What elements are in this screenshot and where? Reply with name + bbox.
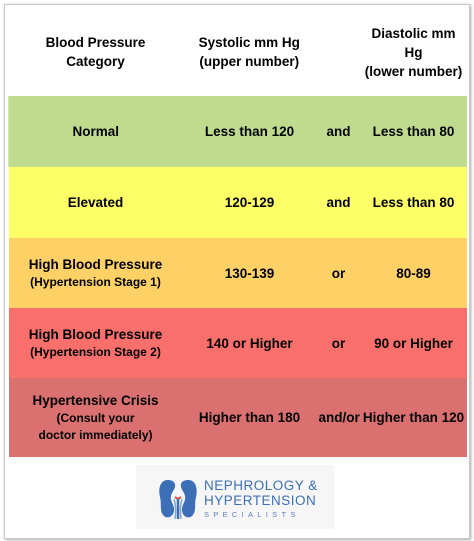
header-connector — [316, 8, 361, 96]
logo-line-3: SPECIALISTS — [204, 510, 300, 519]
clinic-logo: NEPHROLOGY & HYPERTENSION SPECIALISTS — [136, 465, 334, 529]
header-category-line2: Category — [66, 54, 125, 69]
systolic-cell: 130-139 — [182, 238, 317, 308]
header-diastolic: Diastolic mm Hg (lower number) — [360, 8, 467, 96]
category-cell: Normal — [8, 96, 183, 167]
category-sublabel-line2: doctor immediately) — [38, 428, 153, 442]
header-systolic-line1: Systolic mm Hg — [198, 35, 300, 50]
table-row-hypertension-stage-2: High Blood Pressure (Hypertension Stage … — [8, 308, 467, 378]
connector-cell: or — [316, 308, 361, 378]
connector-cell: and — [316, 167, 361, 238]
table-row-normal: Normal Less than 120 and Less than 80 — [8, 96, 467, 167]
systolic-cell: Higher than 180 — [182, 378, 317, 457]
logo-line-1: NEPHROLOGY & — [204, 478, 318, 493]
header-category-line1: Blood Pressure — [45, 35, 146, 50]
header-category: Blood Pressure Category — [8, 8, 183, 96]
category-sublabel: (Hypertension Stage 1) — [30, 275, 161, 289]
chart-frame: Blood Pressure Category Systolic mm Hg (… — [4, 4, 470, 539]
logo-line-2: HYPERTENSION — [204, 493, 317, 508]
header-diastolic-line1: Diastolic mm Hg — [371, 25, 456, 60]
category-label: High Blood Pressure — [28, 327, 163, 342]
table-row-hypertension-stage-1: High Blood Pressure (Hypertension Stage … — [8, 238, 467, 308]
diastolic-cell: Less than 80 — [360, 167, 467, 238]
header-row: Blood Pressure Category Systolic mm Hg (… — [8, 8, 467, 96]
logo-wordmark: NEPHROLOGY & HYPERTENSION SPECIALISTS — [204, 478, 332, 520]
systolic-cell: 140 or Higher — [182, 308, 317, 378]
category-label: High Blood Pressure — [28, 257, 163, 272]
systolic-cell: 120-129 — [182, 167, 317, 238]
category-cell: Hypertensive Crisis (Consult your doctor… — [8, 378, 183, 457]
category-sublabel: (Hypertension Stage 2) — [30, 345, 161, 359]
category-cell: High Blood Pressure (Hypertension Stage … — [8, 308, 183, 378]
diastolic-cell: 90 or Higher — [360, 308, 467, 378]
diastolic-cell: Less than 80 — [360, 96, 467, 167]
header-systolic-line2: (upper number) — [199, 54, 300, 69]
diastolic-cell: 80-89 — [360, 238, 467, 308]
diastolic-cell: Higher than 120 — [360, 378, 467, 457]
category-cell: High Blood Pressure (Hypertension Stage … — [8, 238, 183, 308]
table-row-elevated: Elevated 120-129 and Less than 80 — [8, 167, 467, 238]
category-cell: Elevated — [8, 167, 183, 238]
header-systolic: Systolic mm Hg (upper number) — [182, 8, 317, 96]
kidneys-icon — [159, 480, 197, 520]
connector-cell: and/or — [316, 378, 361, 457]
connector-cell: or — [316, 238, 361, 308]
category-sublabel-line1: (Consult your — [56, 411, 135, 425]
table-row-hypertensive-crisis: Hypertensive Crisis (Consult your doctor… — [8, 378, 467, 457]
systolic-cell: Less than 120 — [182, 96, 317, 167]
blood-pressure-table: Blood Pressure Category Systolic mm Hg (… — [8, 8, 467, 457]
header-diastolic-line2: (lower number) — [364, 63, 463, 79]
category-label: Hypertensive Crisis — [32, 393, 159, 408]
connector-cell: and — [316, 96, 361, 167]
